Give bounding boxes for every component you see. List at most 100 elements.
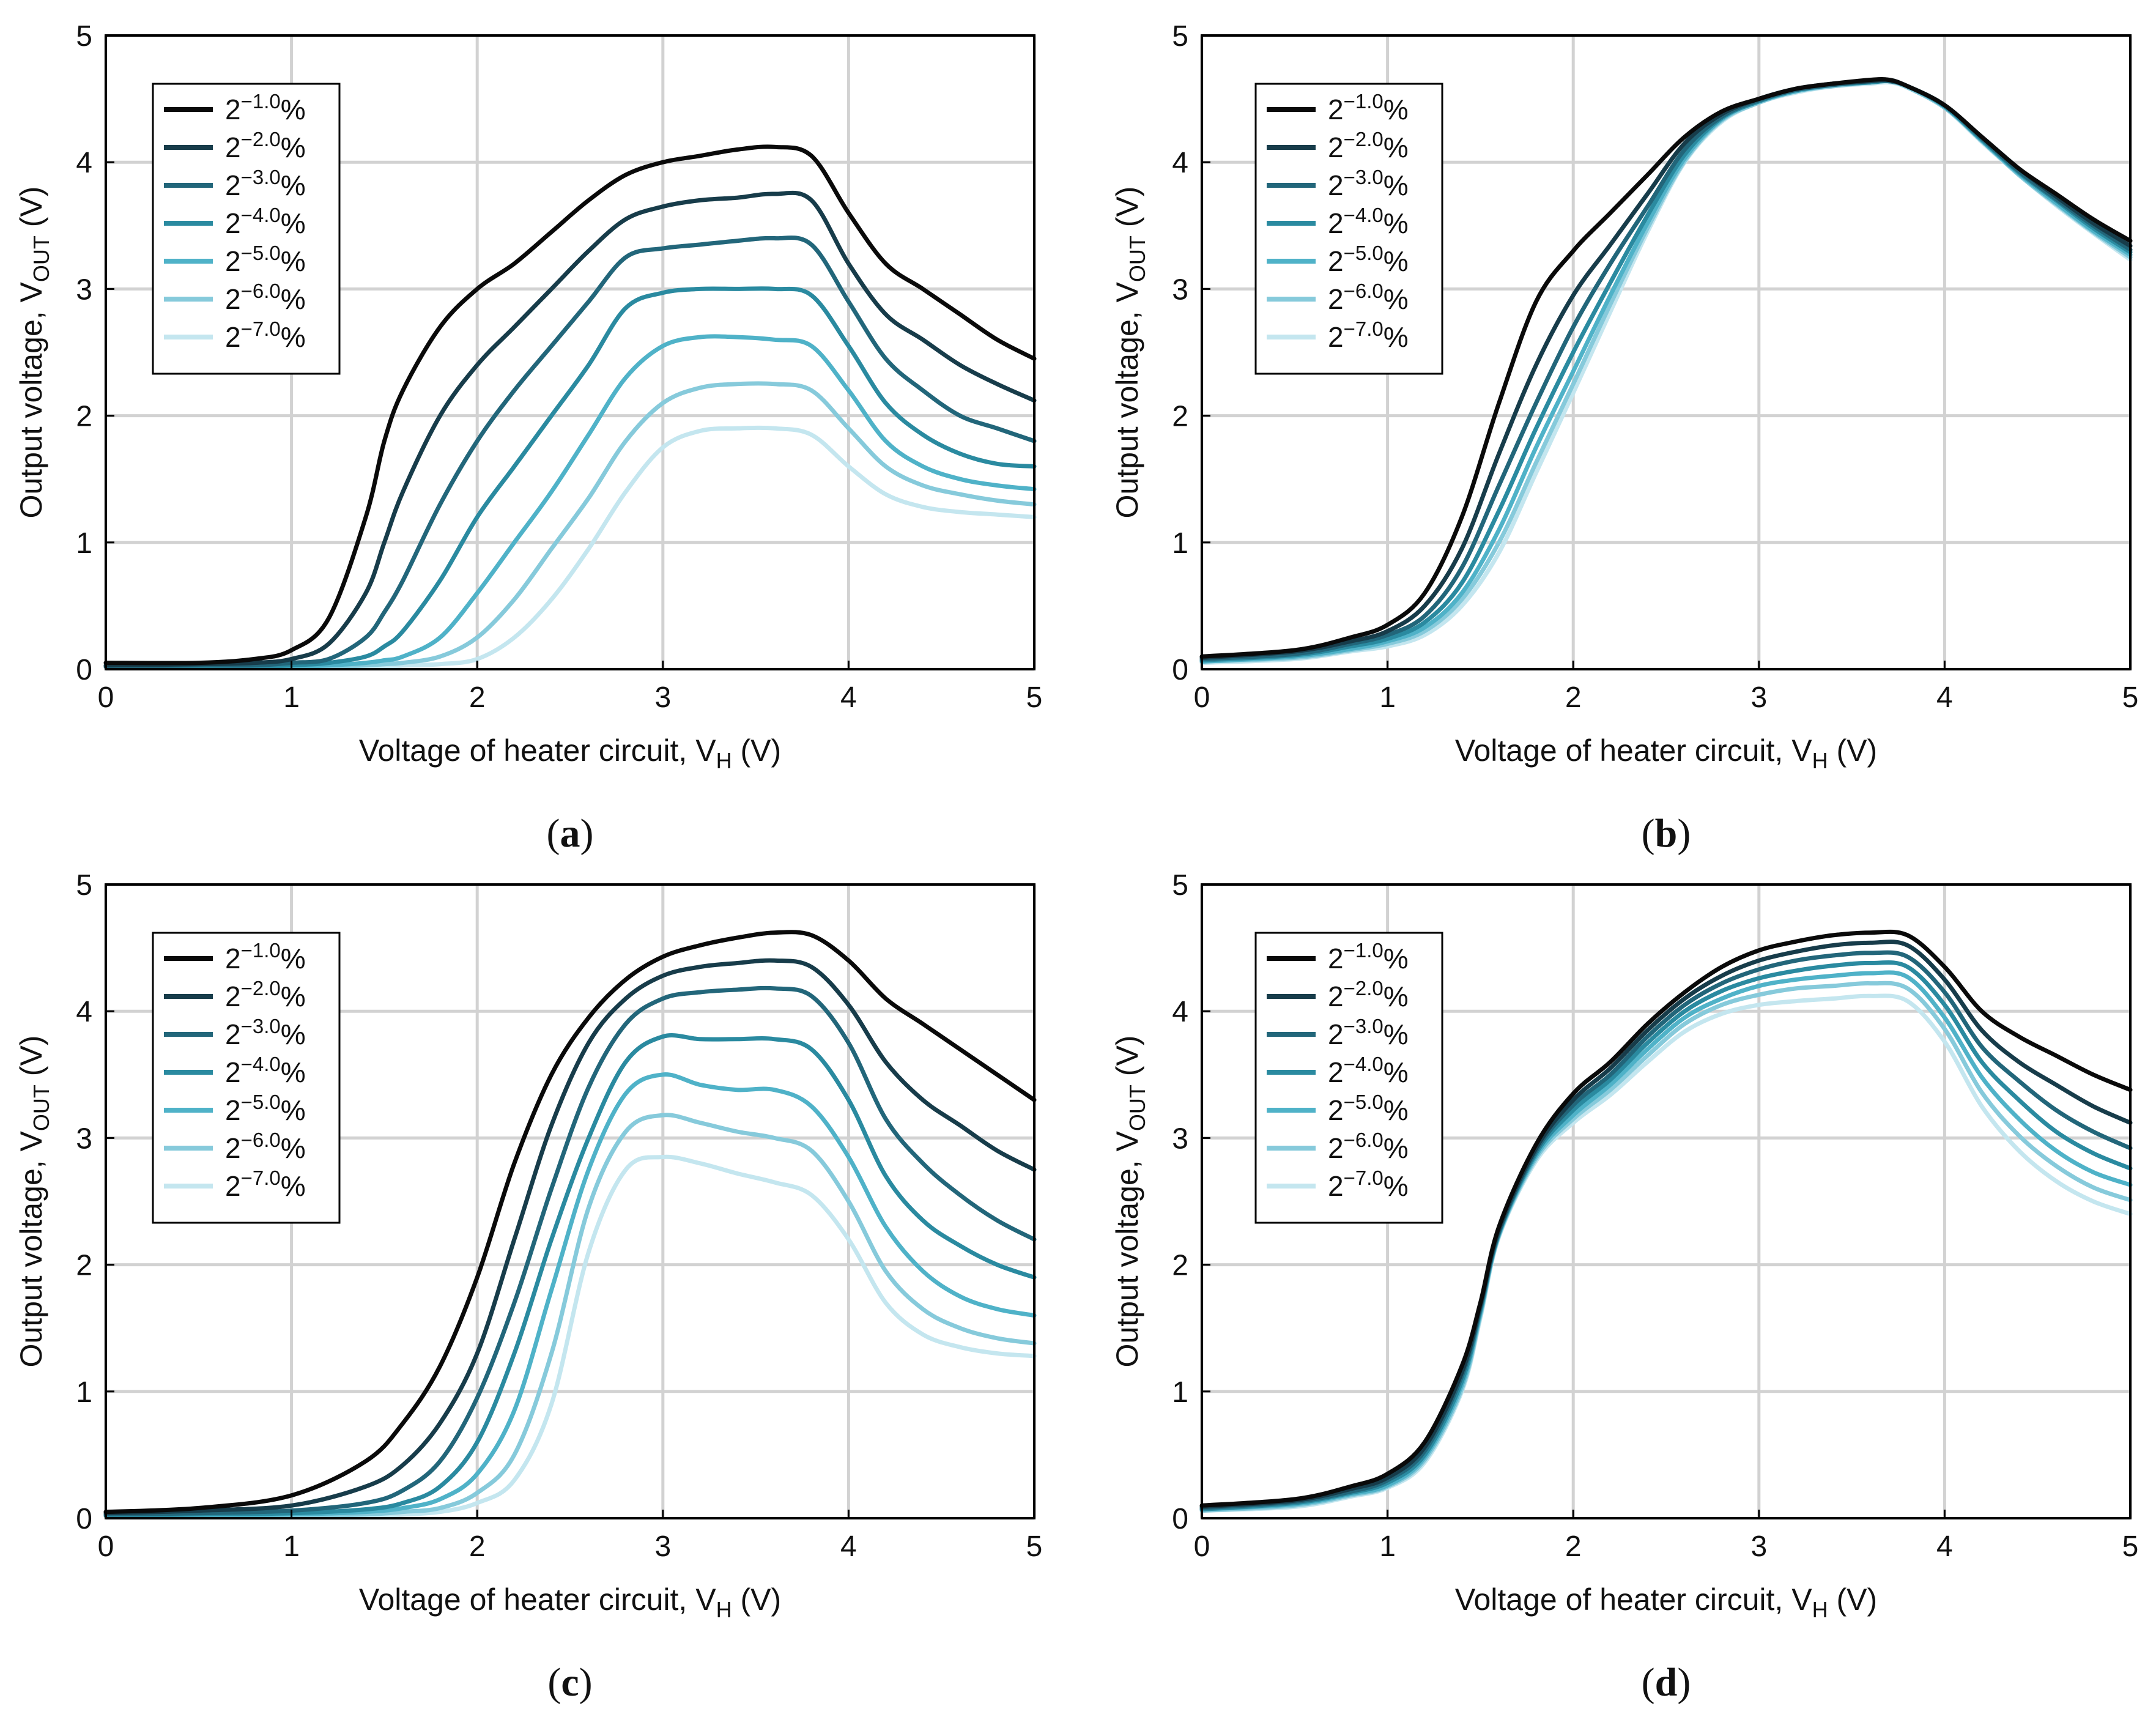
x-tick-label: 0 bbox=[1194, 1530, 1210, 1563]
series-line-2 bbox=[103, 958, 1037, 1516]
x-tick-label: 1 bbox=[1379, 681, 1396, 714]
series-line-1 bbox=[1199, 76, 2133, 659]
y-tick-label: 3 bbox=[1172, 273, 1188, 306]
x-tick-label: 0 bbox=[98, 681, 114, 714]
x-tick-label: 2 bbox=[1565, 1530, 1582, 1563]
x-tick-label: 3 bbox=[654, 681, 671, 714]
y-tick-label: 5 bbox=[1172, 869, 1188, 902]
series-line-6 bbox=[103, 381, 1037, 669]
x-tick-label: 2 bbox=[1565, 681, 1582, 714]
series-line-3 bbox=[1199, 950, 2133, 1510]
legend-entry: 2−2.0% bbox=[1328, 977, 1409, 1012]
plot-frame bbox=[105, 883, 1035, 1519]
series-line-3 bbox=[103, 235, 1037, 669]
legend-entry: 2−3.0% bbox=[1328, 1015, 1409, 1050]
y-tick-label: 3 bbox=[76, 273, 92, 306]
legend-entry: 2−6.0% bbox=[225, 280, 306, 315]
legend-entry: 2−3.0% bbox=[1328, 166, 1409, 201]
x-tick-label: 4 bbox=[840, 681, 857, 714]
x-tick-label: 5 bbox=[1026, 681, 1043, 714]
x-tick-label: 2 bbox=[469, 1530, 486, 1563]
y-tick-label: 3 bbox=[1172, 1122, 1188, 1155]
legend-entry: 2−4.0% bbox=[1328, 1053, 1409, 1088]
x-axis-label: Voltage of heater circuit, VH (V) bbox=[359, 733, 781, 773]
y-tick-label: 2 bbox=[76, 1250, 92, 1282]
legend: 2−1.0%2−2.0%2−3.0%2−4.0%2−5.0%2−6.0%2−7.… bbox=[152, 932, 341, 1224]
legend-entry: 2−4.0% bbox=[1328, 204, 1409, 239]
series-lines bbox=[1199, 929, 2133, 1513]
x-tick-label: 0 bbox=[98, 1530, 114, 1563]
legend-entry: 2−6.0% bbox=[225, 1129, 306, 1164]
legend-box bbox=[1254, 83, 1443, 375]
x-tick-label: 3 bbox=[1750, 681, 1767, 714]
series-line-6 bbox=[103, 1113, 1037, 1518]
plot-frame bbox=[1201, 34, 2132, 670]
y-tick-label: 1 bbox=[76, 1376, 92, 1409]
legend-entry: 2−5.0% bbox=[1328, 242, 1409, 277]
y-axis-label: Output voltage, VOUT (V) bbox=[1110, 187, 1150, 519]
legend-entry: 2−7.0% bbox=[225, 317, 306, 353]
x-axis-label: Voltage of heater circuit, VH (V) bbox=[359, 1582, 781, 1622]
legend-entry: 2−2.0% bbox=[1328, 128, 1409, 163]
x-tick-label: 3 bbox=[1750, 1530, 1767, 1563]
panel-caption: (b) bbox=[1642, 811, 1691, 856]
series-line-5 bbox=[103, 334, 1037, 669]
legend-entry: 2−2.0% bbox=[225, 128, 306, 163]
y-tick-label: 4 bbox=[1172, 996, 1188, 1028]
y-tick-label: 4 bbox=[1172, 147, 1188, 179]
chart-panel-b: 0 1 2 3 4 5 0 1 2 3 4 5 Voltage of heater circuit, V… bbox=[1110, 20, 2138, 856]
legend-entry: 2−1.0% bbox=[225, 90, 306, 125]
legend-entry: 2−1.0% bbox=[1328, 90, 1409, 125]
series-lines bbox=[1199, 76, 2133, 666]
x-tick-label: 4 bbox=[1936, 681, 1953, 714]
y-tick-label: 1 bbox=[1172, 1376, 1188, 1409]
legend-box bbox=[1254, 932, 1443, 1224]
panel-caption: (d) bbox=[1642, 1660, 1691, 1705]
series-line-4 bbox=[1199, 960, 2133, 1511]
x-tick-label: 5 bbox=[1026, 1530, 1043, 1563]
y-tick-label: 5 bbox=[1172, 20, 1188, 53]
x-tick-label: 4 bbox=[840, 1530, 857, 1563]
panel-caption: (a) bbox=[547, 811, 594, 856]
legend: 2−1.0%2−2.0%2−3.0%2−4.0%2−5.0%2−6.0%2−7.… bbox=[1254, 83, 1443, 375]
y-tick-label: 1 bbox=[76, 527, 92, 560]
legend-entry: 2−6.0% bbox=[1328, 1129, 1409, 1164]
legend-entry: 2−3.0% bbox=[225, 1015, 306, 1050]
series-lines bbox=[103, 930, 1037, 1518]
x-axis-label: Voltage of heater circuit, VH (V) bbox=[1455, 1582, 1877, 1622]
legend-entry: 2−1.0% bbox=[225, 939, 306, 974]
chart-panel-c: 0 1 2 3 4 5 0 1 2 3 4 5 Voltage of heater circuit, V… bbox=[14, 869, 1042, 1705]
legend-entry: 2−3.0% bbox=[225, 166, 306, 201]
series-line-5 bbox=[103, 1072, 1037, 1518]
y-tick-label: 2 bbox=[1172, 1250, 1188, 1282]
series-line-3 bbox=[103, 985, 1037, 1517]
panel-caption: (c) bbox=[547, 1660, 592, 1705]
legend-box bbox=[152, 932, 341, 1224]
series-line-2 bbox=[1199, 940, 2133, 1509]
legend: 2−1.0%2−2.0%2−3.0%2−4.0%2−5.0%2−6.0%2−7.… bbox=[1254, 932, 1443, 1224]
y-tick-label: 0 bbox=[1172, 1503, 1188, 1535]
x-tick-label: 1 bbox=[1379, 1530, 1396, 1563]
y-axis-label: Output voltage, VOUT (V) bbox=[1110, 1036, 1150, 1368]
y-tick-label: 0 bbox=[76, 1503, 92, 1535]
y-tick-label: 2 bbox=[76, 401, 92, 433]
y-tick-label: 4 bbox=[76, 147, 92, 179]
chart-panel-d: 0 1 2 3 4 5 0 1 2 3 4 5 Voltage of heater circuit, V… bbox=[1110, 869, 2138, 1705]
y-tick-label: 0 bbox=[76, 654, 92, 686]
y-axis-label: Output voltage, VOUT (V) bbox=[14, 187, 54, 519]
x-tick-label: 0 bbox=[1194, 681, 1210, 714]
x-tick-label: 2 bbox=[469, 681, 486, 714]
legend-entry: 2−4.0% bbox=[225, 204, 306, 239]
x-tick-label: 4 bbox=[1936, 1530, 1953, 1563]
legend-entry: 2−5.0% bbox=[225, 242, 306, 277]
y-tick-label: 1 bbox=[1172, 527, 1188, 560]
y-tick-label: 0 bbox=[1172, 654, 1188, 686]
legend: 2−1.0%2−2.0%2−3.0%2−4.0%2−5.0%2−6.0%2−7.… bbox=[152, 83, 341, 375]
y-tick-label: 3 bbox=[76, 1122, 92, 1155]
series-line-1 bbox=[103, 930, 1037, 1515]
legend-entry: 2−4.0% bbox=[225, 1053, 306, 1088]
series-lines bbox=[103, 144, 1037, 669]
legend-entry: 2−2.0% bbox=[225, 977, 306, 1012]
plot-frame bbox=[1201, 883, 2132, 1519]
